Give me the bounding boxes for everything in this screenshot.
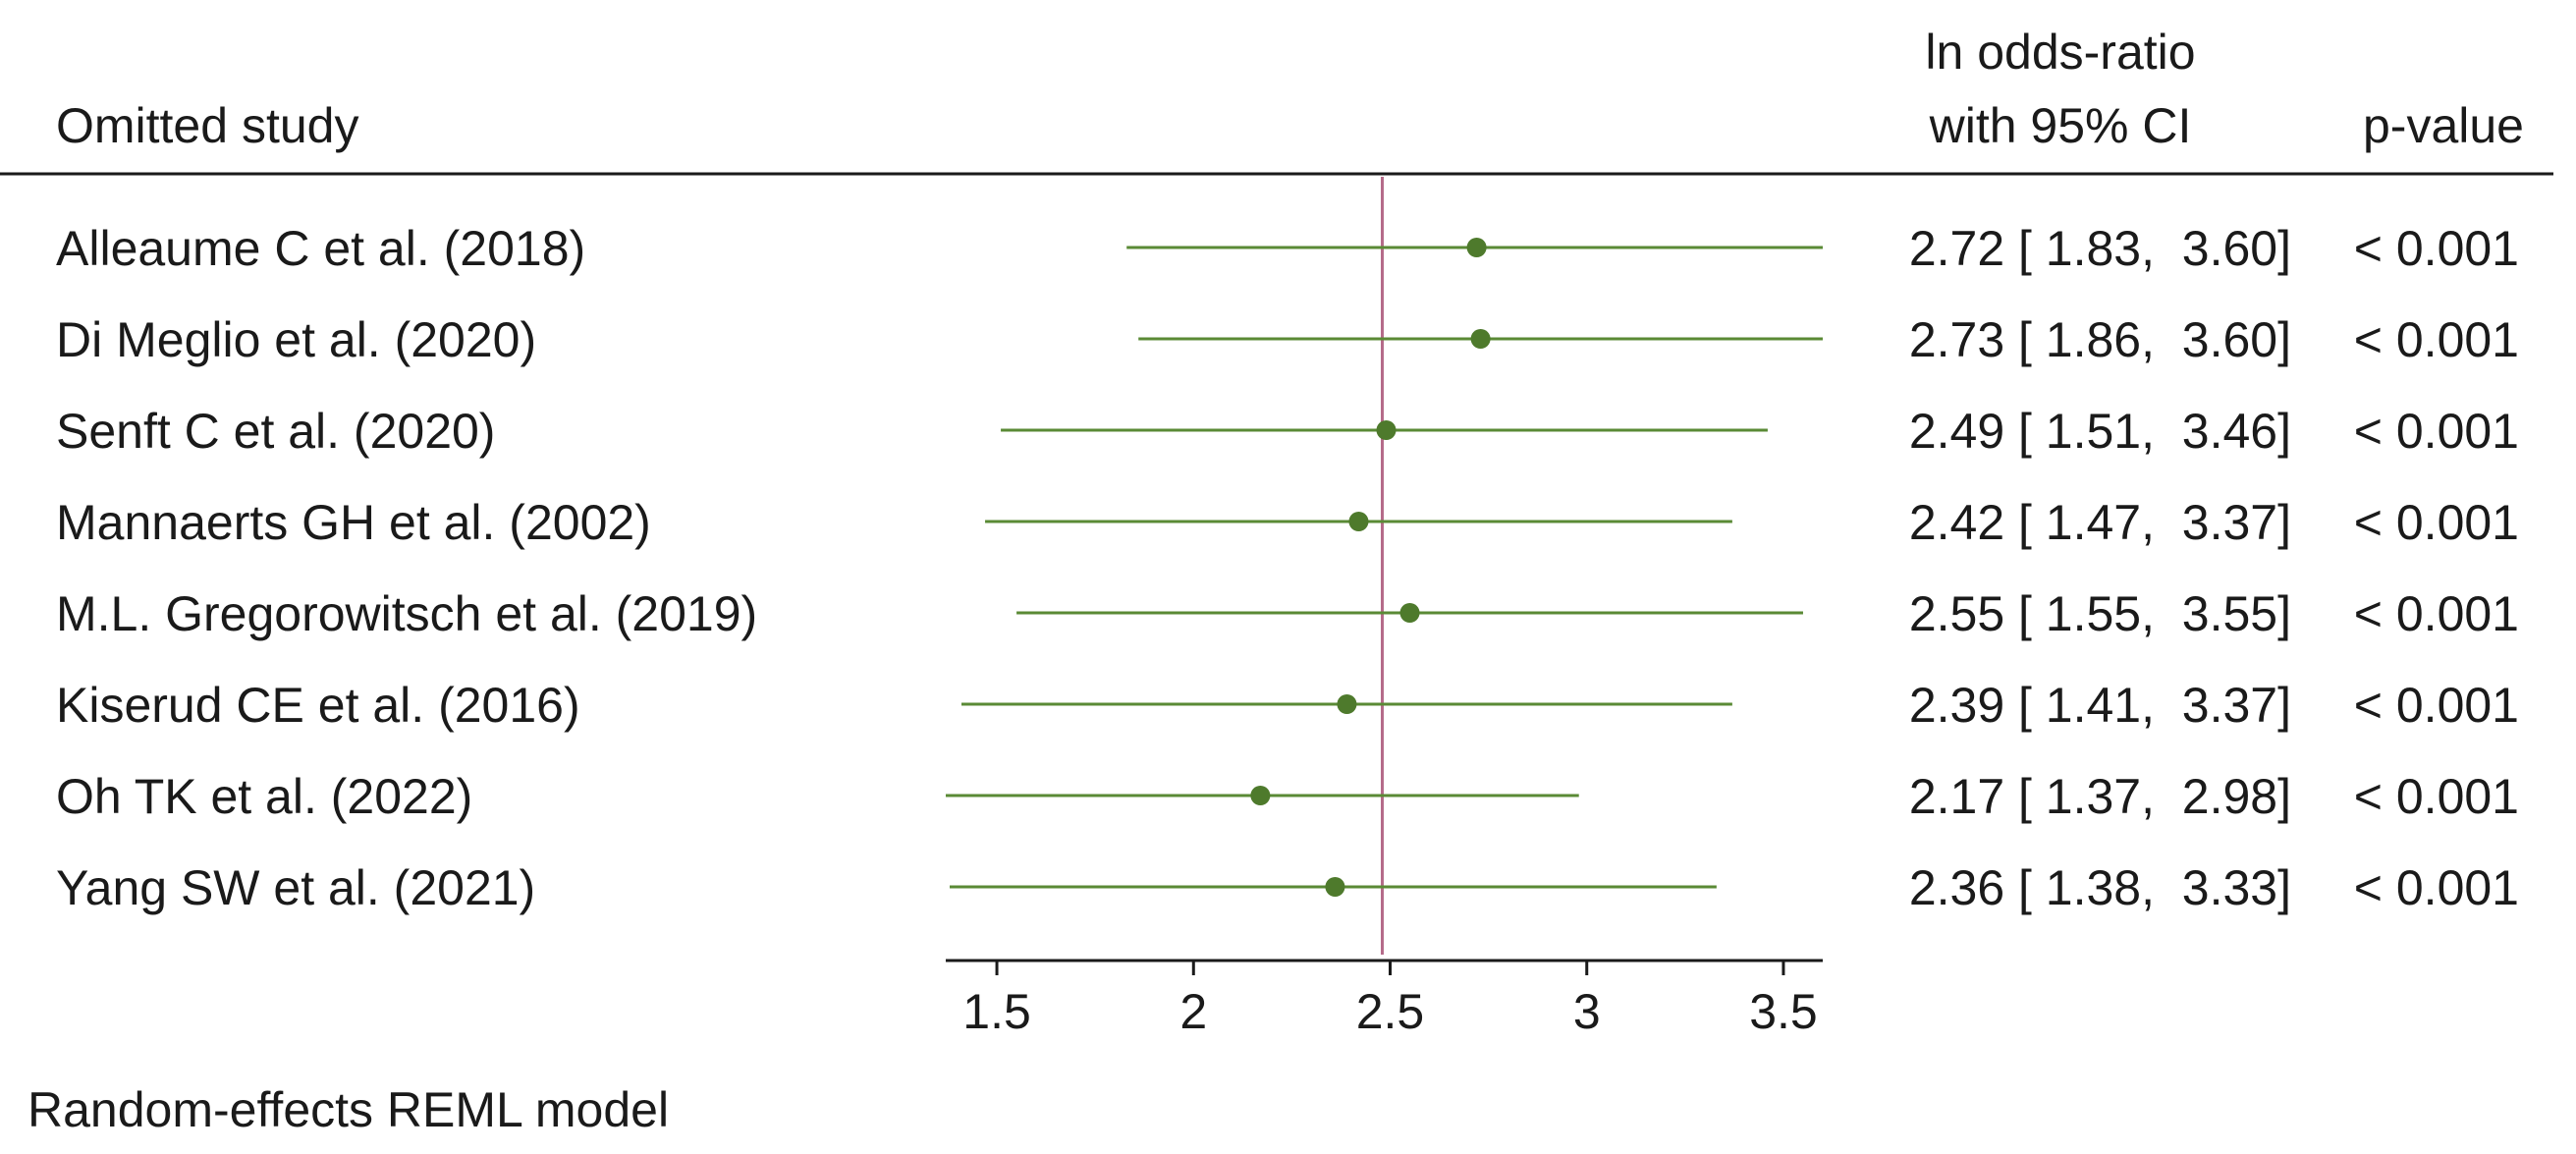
study-rows: Alleaume C et al. (2018) 2.72 [ 1.83, 3.6…	[56, 221, 2519, 915]
header-estimate-line2: with 95% CI	[1929, 98, 2192, 153]
header-study: Omitted study	[56, 98, 358, 153]
study-label: Yang SW et al. (2021)	[56, 860, 535, 915]
header-estimate-line1: ln odds-ratio	[1925, 25, 2195, 80]
study-label: Di Meglio et al. (2020)	[56, 312, 536, 367]
study-row: Di Meglio et al. (2020) 2.73 [ 1.86, 3.60…	[56, 312, 2519, 367]
ci-text: 2.55 [ 1.55, 3.55]	[1909, 586, 2291, 641]
p-value: < 0.001	[2354, 404, 2519, 459]
p-value: < 0.001	[2354, 312, 2519, 367]
study-label: Kiserud CE et al. (2016)	[56, 678, 580, 733]
model-footnote: Random-effects REML model	[27, 1082, 669, 1137]
study-row: Alleaume C et al. (2018) 2.72 [ 1.83, 3.6…	[56, 221, 2519, 276]
point-estimate	[1399, 603, 1420, 623]
ci-text: 2.42 [ 1.47, 3.37]	[1909, 495, 2291, 550]
study-label: Mannaerts GH et al. (2002)	[56, 495, 651, 550]
x-tick-label: 2.5	[1356, 984, 1425, 1039]
p-value: < 0.001	[2354, 586, 2519, 641]
header-pvalue: p-value	[2363, 98, 2524, 153]
ci-text: 2.72 [ 1.83, 3.60]	[1909, 221, 2291, 276]
p-value: < 0.001	[2354, 495, 2519, 550]
x-tick-label: 3	[1573, 984, 1601, 1039]
study-row: M.L. Gregorowitsch et al. (2019) 2.55 [ 1…	[56, 586, 2519, 641]
study-label: Oh TK et al. (2022)	[56, 769, 472, 824]
p-value: < 0.001	[2354, 678, 2519, 733]
p-value: < 0.001	[2354, 769, 2519, 824]
x-tick-label: 1.5	[962, 984, 1031, 1039]
point-estimate	[1376, 420, 1397, 440]
p-value: < 0.001	[2354, 860, 2519, 915]
study-label: M.L. Gregorowitsch et al. (2019)	[56, 586, 757, 641]
ci-text: 2.49 [ 1.51, 3.46]	[1909, 404, 2291, 459]
ci-text: 2.36 [ 1.38, 3.33]	[1909, 860, 2291, 915]
p-value: < 0.001	[2354, 221, 2519, 276]
study-row: Mannaerts GH et al. (2002) 2.42 [ 1.47, 3…	[56, 495, 2519, 550]
x-tick-label: 3.5	[1749, 984, 1818, 1039]
study-row: Kiserud CE et al. (2016) 2.39 [ 1.41, 3.3…	[56, 678, 2519, 733]
point-estimate	[1466, 238, 1487, 257]
ci-text: 2.39 [ 1.41, 3.37]	[1909, 678, 2291, 733]
study-label: Alleaume C et al. (2018)	[56, 221, 585, 276]
point-estimate	[1325, 877, 1345, 897]
ci-text: 2.17 [ 1.37, 2.98]	[1909, 769, 2291, 824]
x-tick-label: 2	[1179, 984, 1207, 1039]
study-row: Yang SW et al. (2021) 2.36 [ 1.38, 3.33] <…	[56, 860, 2519, 915]
point-estimate	[1337, 694, 1357, 714]
study-label: Senft C et al. (2020)	[56, 404, 495, 459]
study-row: Oh TK et al. (2022) 2.17 [ 1.37, 2.98] < 0…	[56, 769, 2519, 824]
point-estimate	[1250, 786, 1271, 805]
x-axis-ticks: 1.5 2 2.5 3 3.5	[962, 961, 1818, 1039]
point-estimate	[1470, 329, 1491, 349]
point-estimate	[1348, 512, 1369, 531]
study-row: Senft C et al. (2020) 2.49 [ 1.51, 3.46] <…	[56, 404, 2519, 459]
ci-text: 2.73 [ 1.86, 3.60]	[1909, 312, 2291, 367]
